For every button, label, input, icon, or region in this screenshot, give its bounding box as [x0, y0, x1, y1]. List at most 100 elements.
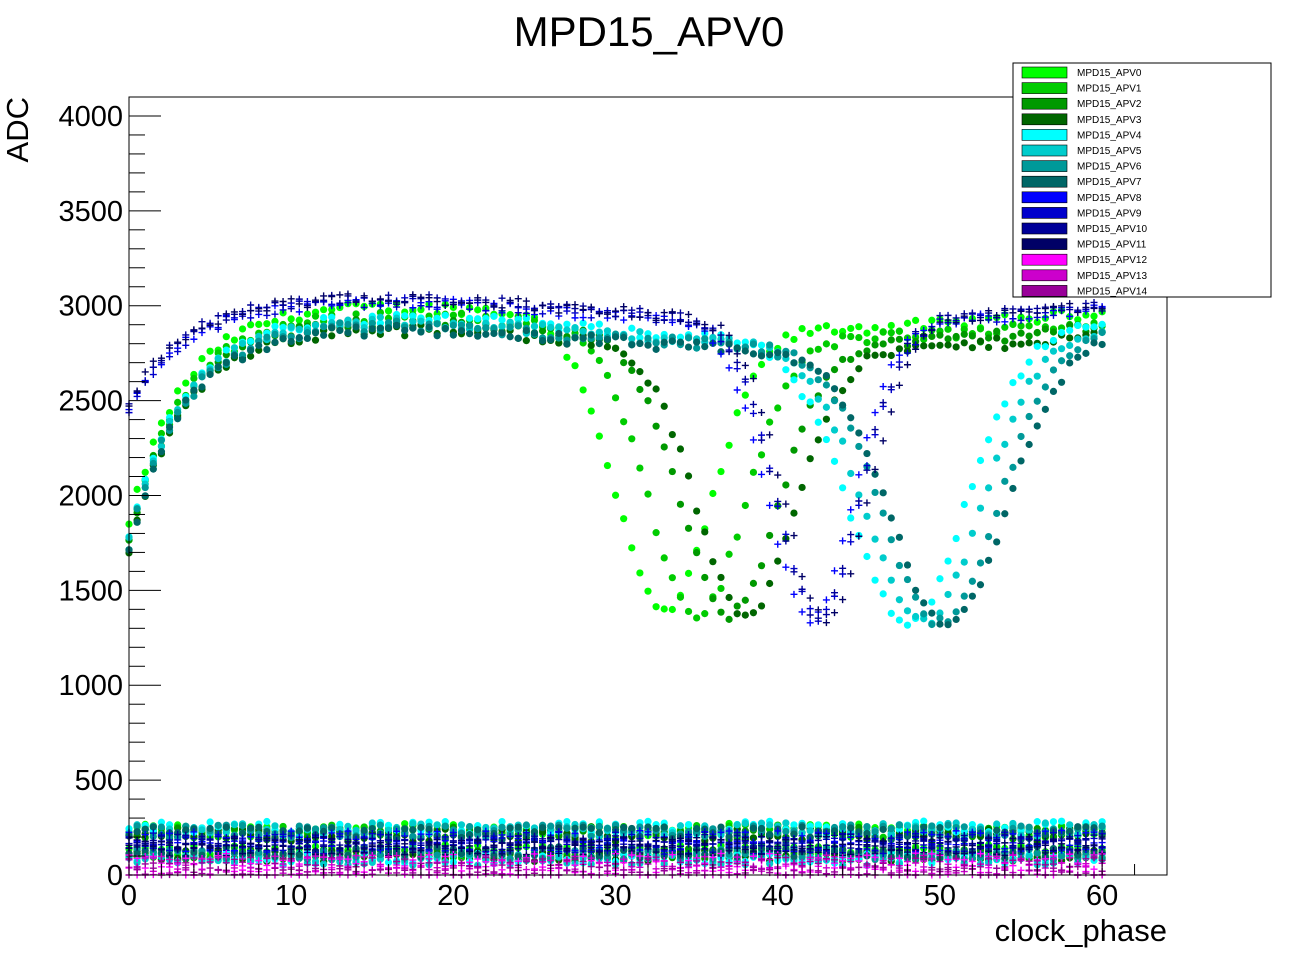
data-point [295, 316, 303, 324]
data-point [928, 859, 936, 867]
data-point [855, 532, 863, 540]
data-point [709, 853, 717, 861]
data-point [433, 314, 441, 322]
data-point [814, 324, 822, 332]
data-point [806, 594, 814, 602]
data-point [498, 850, 506, 858]
data-point [295, 836, 303, 844]
data-point [360, 861, 368, 869]
data-point [466, 847, 474, 855]
data-point [1017, 846, 1025, 854]
data-point [782, 350, 790, 359]
data-point [904, 828, 911, 836]
data-point [238, 356, 247, 364]
data-point [847, 531, 855, 539]
data-point [409, 312, 417, 320]
data-point [774, 471, 782, 479]
plot-area [125, 290, 1106, 879]
data-point [912, 593, 920, 601]
data-point [368, 858, 376, 867]
data-point [401, 825, 409, 833]
data-point [482, 330, 490, 338]
data-point [757, 451, 766, 459]
data-point [239, 858, 247, 866]
data-point [636, 339, 644, 348]
data-point [749, 468, 758, 476]
data-point [685, 310, 693, 318]
data-point [190, 374, 198, 382]
data-point [336, 853, 344, 861]
data-point [1001, 323, 1009, 331]
data-point [839, 564, 847, 572]
data-point [903, 319, 912, 327]
data-point [814, 376, 822, 384]
data-point [384, 307, 393, 315]
data-point [174, 398, 182, 406]
data-point [587, 303, 595, 311]
data-point [303, 334, 312, 343]
data-point [287, 337, 295, 346]
data-point [466, 870, 474, 878]
data-point [441, 311, 449, 319]
data-point [749, 834, 758, 842]
data-point [368, 297, 376, 305]
data-point [141, 860, 149, 868]
data-point [247, 839, 255, 847]
data-point [628, 837, 636, 845]
data-point [328, 332, 336, 340]
data-point [668, 605, 676, 614]
data-point [830, 328, 839, 336]
data-point [514, 853, 522, 861]
data-point [1074, 851, 1082, 859]
data-point [401, 855, 409, 863]
data-point [652, 865, 660, 873]
data-point [133, 866, 141, 874]
data-point [984, 343, 993, 352]
data-point [806, 398, 814, 406]
data-point [165, 408, 174, 417]
data-point [433, 821, 441, 829]
data-point [336, 319, 344, 327]
data-point [425, 859, 433, 867]
data-point [514, 334, 522, 342]
data-point [441, 324, 449, 333]
data-point [611, 344, 620, 352]
data-point [539, 310, 547, 318]
data-point [1025, 322, 1033, 330]
data-point [1017, 833, 1025, 841]
data-point [441, 295, 449, 303]
data-point [871, 335, 879, 343]
data-point [230, 344, 239, 352]
data-point [855, 471, 863, 479]
data-point [1074, 308, 1082, 316]
data-point [190, 381, 198, 389]
data-point [1009, 340, 1017, 348]
data-point [279, 842, 287, 850]
data-point [839, 332, 847, 340]
data-point [490, 329, 498, 338]
data-point [936, 331, 944, 339]
data-point [466, 305, 474, 313]
data-point [993, 311, 1001, 319]
data-point [133, 858, 141, 866]
data-point [555, 323, 563, 331]
data-point [1025, 332, 1033, 340]
data-point [855, 442, 863, 451]
data-point [928, 332, 936, 341]
data-point [831, 567, 839, 575]
data-point [1049, 336, 1058, 345]
data-point [563, 302, 571, 310]
data-point [847, 469, 855, 478]
data-point [644, 823, 652, 831]
data-point [944, 821, 952, 829]
data-point [887, 834, 895, 842]
data-point [247, 870, 255, 878]
data-point [952, 827, 960, 835]
data-point [490, 856, 498, 864]
data-point [733, 358, 741, 366]
data-point [782, 819, 790, 827]
data-point [782, 530, 790, 538]
data-point [352, 826, 360, 834]
data-point [579, 334, 587, 342]
data-point [725, 593, 733, 602]
